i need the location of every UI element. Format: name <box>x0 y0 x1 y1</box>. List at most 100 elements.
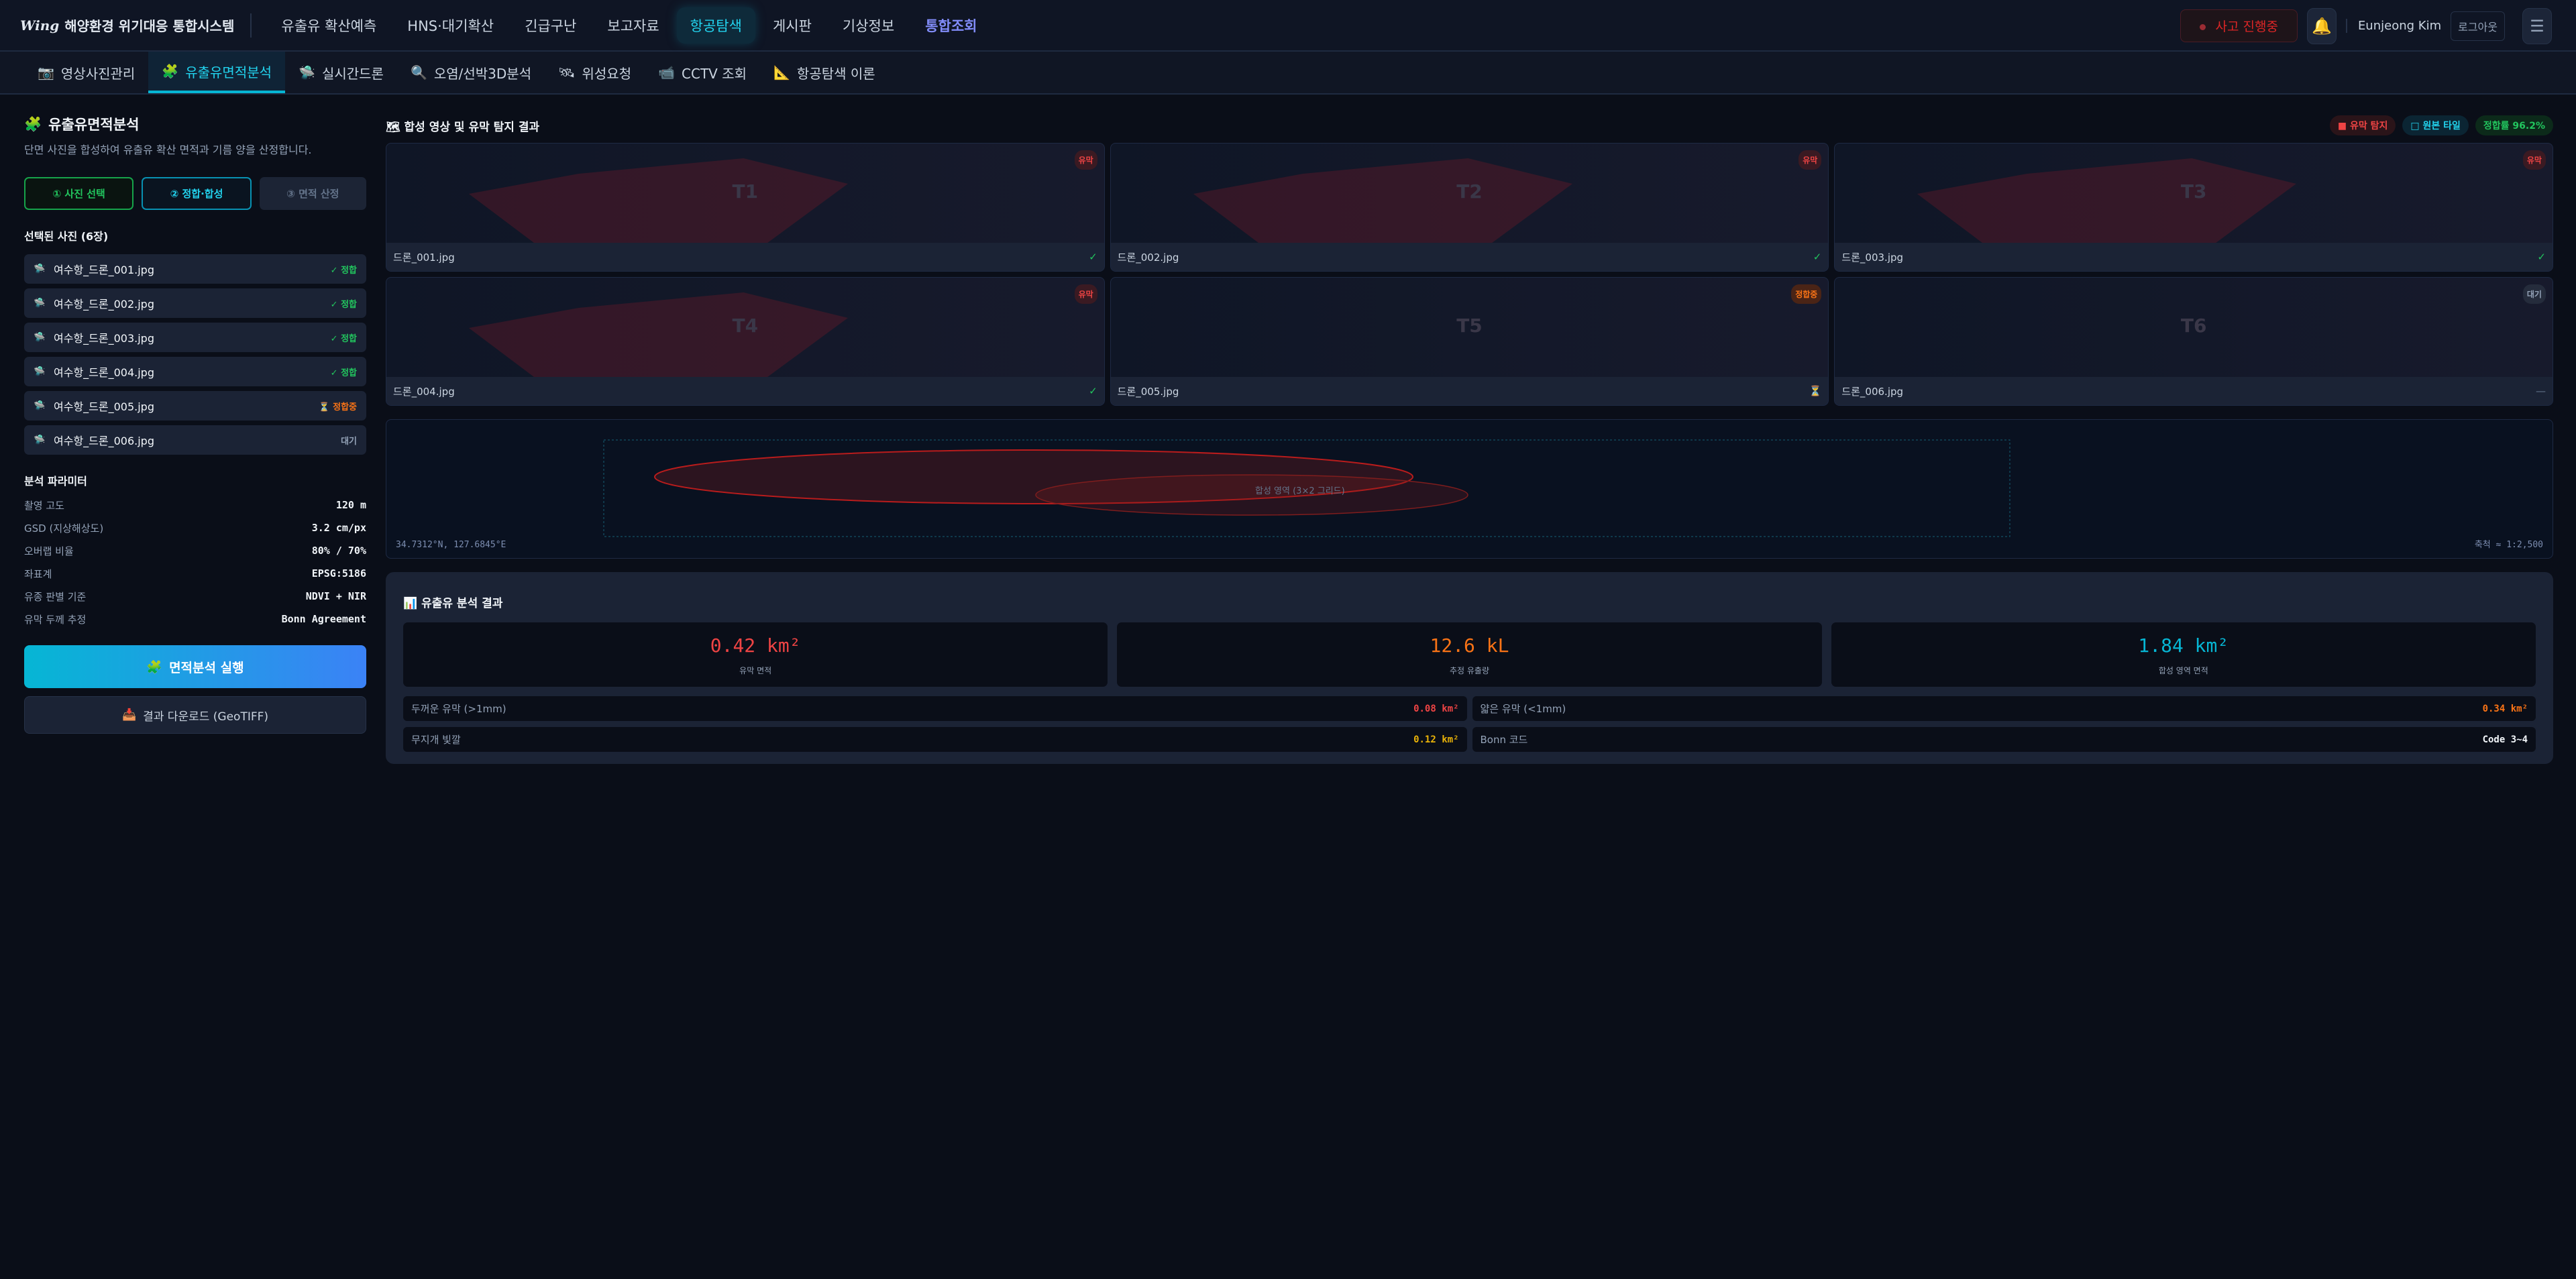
run-analysis-button[interactable]: 🧩 면적분석 실행 <box>24 645 366 688</box>
analysis-params: 분석 파라미터 촬영 고도 120 m GSD (지상해상도) 3.2 cm/px 오버… <box>24 472 366 630</box>
nav-hns[interactable]: HNS·대기확산 <box>407 17 494 34</box>
tile-status-icon: ✓ <box>1089 251 1097 263</box>
file-name: 여수항_드론_006.jpg <box>54 435 154 447</box>
result-label: 두꺼운 유막 (>1mm) <box>411 703 506 715</box>
drone-icon: 🛸 <box>34 298 46 309</box>
tile-footer: 드론_003.jpg ✓ <box>1835 243 2553 271</box>
logo-mark: Wing <box>20 17 60 34</box>
tab-label: CCTV 조회 <box>682 65 747 82</box>
camera-icon: 📷 <box>38 64 54 80</box>
param-label: 유종 판별 기준 <box>24 590 87 603</box>
tab-theory[interactable]: 📐 항공탐색 이론 <box>760 52 889 93</box>
param-label: GSD (지상해상도) <box>24 522 104 535</box>
search-icon: 🔍 <box>410 64 427 80</box>
step-registration[interactable]: ② 정합·합성 <box>142 177 252 210</box>
status-dot-icon <box>2200 24 2206 30</box>
image-tile[interactable]: T3 유막 드론_003.jpg ✓ <box>1834 143 2553 272</box>
param-label: 촬영 고도 <box>24 499 64 512</box>
param-row: 촬영 고도 120 m <box>24 494 366 516</box>
result-value: 0.08 km² <box>1413 703 1459 714</box>
tile-label: T3 <box>2180 180 2207 203</box>
image-tile[interactable]: T1 유막 드론_001.jpg ✓ <box>386 143 1105 272</box>
puzzle-icon: 🧩 <box>146 659 163 675</box>
tab-oil-area-analysis[interactable]: 🧩 유출유면적분석 <box>148 52 286 93</box>
result-value: 0.12 km² <box>1413 734 1459 745</box>
app-logo[interactable]: Wing 해양환경 위기대응 통합시스템 <box>20 15 234 35</box>
result-value: Code 3~4 <box>2482 734 2528 745</box>
tab-realtime-drone[interactable]: 🛸 실시간드론 <box>285 52 397 93</box>
run-label: 면적분석 실행 <box>169 660 244 675</box>
param-row: 좌표계 EPSG:5186 <box>24 562 366 585</box>
nav-integrated[interactable]: 통합조회 <box>925 17 977 34</box>
metric-card: 1.84 km² 합성 영역 면적 <box>1831 622 2536 687</box>
tab-label: 유출유면적분석 <box>185 64 272 80</box>
tab-label: 영상사진관리 <box>60 65 136 82</box>
result-title: 🗺 합성 영상 및 유막 탐지 결과 <box>386 120 540 134</box>
file-status: 대기 <box>341 436 357 447</box>
file-name: 여수항_드론_001.jpg <box>54 264 154 276</box>
main-content: 🗺 합성 영상 및 유막 탐지 결과 ■ 유막 탐지 □ 원본 타일 정합률 9… <box>386 114 2553 764</box>
file-list-item[interactable]: 🛸 여수항_드론_005.jpg ⏳ 정합중 <box>24 391 366 421</box>
tile-status-badge: 대기 <box>2522 284 2546 304</box>
step-area-calc[interactable]: ③ 면적 산정 <box>259 177 366 210</box>
param-row: 유종 판별 기준 NDVI + NIR <box>24 585 366 608</box>
metric-value: 12.6 kL <box>1430 634 1509 657</box>
nav-board[interactable]: 게시판 <box>772 17 812 34</box>
divider <box>250 13 252 38</box>
selected-photos-heading: 선택된 사진 (6장) <box>24 230 109 243</box>
param-value: EPSG:5186 <box>311 567 366 579</box>
step-select-photos[interactable]: ① 사진 선택 <box>24 177 134 210</box>
incident-status-button[interactable]: 사고 진행중 <box>2180 9 2298 42</box>
file-list-item[interactable]: 🛸 여수항_드론_002.jpg ✓ 정합 <box>24 288 366 318</box>
nav-aerial-search[interactable]: 항공탐색 <box>676 7 755 44</box>
result-label: 얇은 유막 (<1mm) <box>1480 703 1566 715</box>
tile-status-icon: — <box>2535 385 2546 397</box>
nav-weather[interactable]: 기상정보 <box>842 17 895 34</box>
user-name: Eunjeong Kim <box>2345 19 2441 33</box>
tab-cctv[interactable]: 📹 CCTV 조회 <box>645 52 760 93</box>
oil-polygon <box>1917 158 2297 244</box>
legend-original-tile: □ 원본 타일 <box>2402 115 2469 135</box>
file-status: ⏳ 정합중 <box>319 402 357 412</box>
nav-reports[interactable]: 보고자료 <box>607 17 659 34</box>
tile-file-name: 드론_003.jpg <box>1841 251 1904 264</box>
logout-button[interactable]: 로그아웃 <box>2451 11 2505 41</box>
image-tile[interactable]: T2 유막 드론_002.jpg ✓ <box>1110 143 1829 272</box>
tab-label: 실시간드론 <box>321 65 384 82</box>
file-name: 여수항_드론_005.jpg <box>54 400 154 413</box>
tab-photo-management[interactable]: 📷 영상사진관리 <box>24 52 148 93</box>
tile-label: T2 <box>1456 180 1483 203</box>
menu-icon[interactable]: ☰ <box>2522 7 2552 44</box>
file-list-item[interactable]: 🛸 여수항_드론_004.jpg ✓ 정합 <box>24 357 366 386</box>
result-row: 무지개 빛깔 0.12 km² <box>403 727 1467 752</box>
image-tile[interactable]: T4 유막 드론_004.jpg ✓ <box>386 277 1105 406</box>
download-label: 결과 다운로드 (GeoTIFF) <box>143 710 269 724</box>
file-list-item[interactable]: 🛸 여수항_드론_006.jpg 대기 <box>24 425 366 455</box>
bell-icon[interactable]: 🔔 <box>2306 7 2337 44</box>
image-tile[interactable]: T5 정합중 드론_005.jpg ⏳ <box>1110 277 1829 406</box>
tile-label: T1 <box>732 180 759 203</box>
step-buttons: ① 사진 선택 ② 정합·합성 ③ 면적 산정 <box>24 177 366 210</box>
param-value: Bonn Agreement <box>281 613 366 625</box>
result-row: 두꺼운 유막 (>1mm) 0.08 km² <box>403 696 1467 721</box>
result-title-text: 합성 영상 및 유막 탐지 결과 <box>404 120 540 134</box>
tile-status-icon: ⏳ <box>1809 385 1822 397</box>
tab-satellite-request[interactable]: 🛰 위성요청 <box>545 52 645 93</box>
tile-label: T4 <box>732 315 759 337</box>
file-list-item[interactable]: 🛸 여수항_드론_001.jpg ✓ 정합 <box>24 254 366 284</box>
drone-icon: 🛸 <box>34 435 46 445</box>
download-button[interactable]: 📥 결과 다운로드 (GeoTIFF) <box>24 696 366 734</box>
file-name: 여수항_드론_003.jpg <box>54 332 154 345</box>
image-tile[interactable]: T6 대기 드론_006.jpg — <box>1834 277 2553 406</box>
sidebar: 🧩 유출유면적분석 단면 사진을 합성하여 유출유 확산 면적과 기름 양을 산정… <box>24 114 366 734</box>
file-list-item[interactable]: 🛸 여수항_드론_003.jpg ✓ 정합 <box>24 323 366 352</box>
composite-map[interactable]: 합성 영역 (3×2 그리드) 34.7312°N, 127.6845°E 축척… <box>386 419 2553 559</box>
param-value: 3.2 cm/px <box>311 522 366 534</box>
tile-label: T6 <box>2180 315 2207 337</box>
nav-rescue[interactable]: 긴급구난 <box>525 17 577 34</box>
legend-oil-detected: ■ 유막 탐지 <box>2329 115 2396 135</box>
tab-3d-analysis[interactable]: 🔍 오염/선박3D분석 <box>397 52 545 93</box>
nav-oil-spill-prediction[interactable]: 유출유 확산예측 <box>281 17 377 34</box>
tile-file-name: 드론_004.jpg <box>393 385 455 398</box>
panel-description: 단면 사진을 합성하여 유출유 확산 면적과 기름 양을 산정합니다. <box>24 144 312 156</box>
